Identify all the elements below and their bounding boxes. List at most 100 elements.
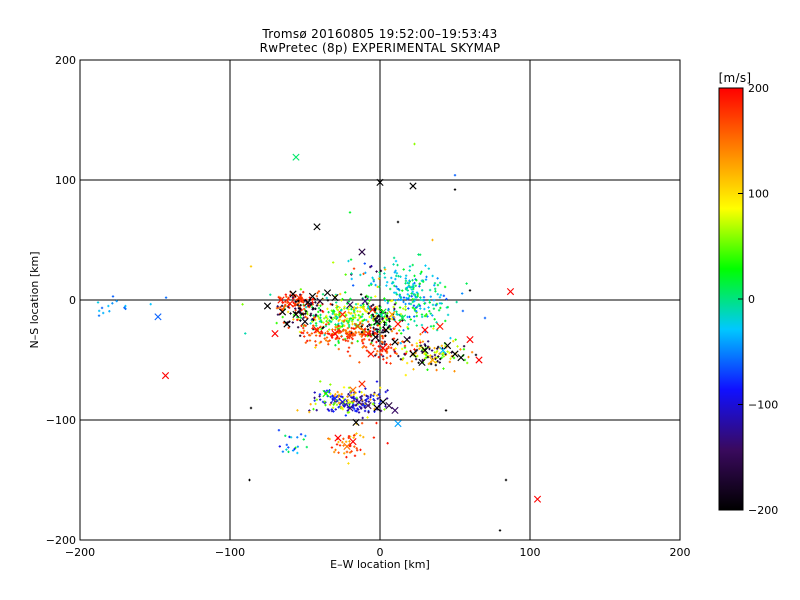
- data-point: [455, 300, 458, 304]
- data-point: [439, 357, 442, 361]
- data-point: [352, 393, 356, 396]
- cross-stroke: [304, 298, 312, 306]
- data-point: [296, 318, 299, 322]
- y-tick-label: −200: [46, 534, 76, 547]
- data-point: [419, 296, 422, 299]
- data-point: [414, 357, 418, 361]
- data-point: [361, 319, 365, 322]
- data-point: [348, 444, 351, 448]
- data-point: [394, 301, 398, 305]
- data-point: [466, 361, 469, 365]
- data-point: [347, 321, 350, 324]
- data-point: [420, 270, 423, 274]
- data-point: [312, 314, 315, 317]
- cross-marker: [428, 356, 437, 364]
- data-point: [367, 306, 370, 309]
- data-point: [316, 291, 319, 295]
- data-point: [385, 284, 388, 287]
- data-point: [279, 305, 282, 309]
- data-point: [309, 301, 312, 305]
- cross-marker: [368, 306, 377, 314]
- data-point: [371, 344, 375, 347]
- data-point: [375, 421, 378, 425]
- data-point: [433, 284, 436, 287]
- cross-marker: [295, 294, 303, 302]
- data-point: [328, 437, 331, 441]
- data-point: [328, 403, 332, 406]
- data-point: [317, 306, 321, 310]
- data-point: [395, 274, 398, 278]
- data-point: [439, 306, 442, 310]
- data-point: [326, 307, 329, 311]
- data-point: [404, 373, 408, 377]
- data-point: [383, 272, 386, 275]
- cross-stroke: [301, 318, 309, 326]
- data-point: [302, 290, 305, 294]
- cross-marker: [373, 404, 381, 412]
- chart-title: Tromsø 20160805 19:52:00–19:53:43: [261, 27, 497, 41]
- data-point: [347, 462, 350, 465]
- data-point: [404, 352, 408, 355]
- data-point: [355, 449, 359, 452]
- data-point: [354, 409, 357, 413]
- cross-stroke: [391, 338, 399, 346]
- data-point: [390, 299, 394, 302]
- data-point: [284, 434, 287, 438]
- data-point: [375, 394, 379, 397]
- cross-stroke: [346, 404, 354, 412]
- data-point: [444, 409, 448, 412]
- data-point: [360, 391, 363, 394]
- data-point: [438, 296, 442, 299]
- data-point: [372, 394, 375, 397]
- data-point: [394, 299, 397, 302]
- data-point: [443, 285, 447, 289]
- data-point: [149, 302, 152, 306]
- data-point: [351, 314, 355, 317]
- data-point: [358, 405, 362, 409]
- x-tick-label: 100: [520, 546, 541, 559]
- data-point: [321, 293, 325, 296]
- data-point: [431, 303, 435, 307]
- data-point: [420, 323, 424, 327]
- cross-marker: [154, 313, 162, 321]
- data-point: [356, 306, 359, 309]
- data-point: [381, 329, 385, 332]
- data-point: [343, 337, 347, 341]
- data-point: [371, 330, 375, 333]
- data-point: [331, 406, 335, 409]
- data-point: [474, 353, 478, 357]
- data-point: [344, 314, 347, 317]
- data-point: [311, 324, 315, 328]
- data-point: [440, 356, 443, 359]
- data-point: [419, 332, 422, 336]
- data-point: [352, 436, 355, 439]
- cross-stroke: [409, 182, 417, 190]
- data-point: [453, 370, 456, 373]
- cross-marker: [313, 223, 321, 231]
- data-point: [408, 279, 411, 282]
- data-point: [350, 272, 353, 275]
- data-point: [363, 393, 366, 397]
- data-point: [432, 324, 435, 328]
- data-point: [349, 400, 352, 404]
- cross-marker: [385, 402, 393, 410]
- data-point: [284, 293, 288, 296]
- data-point: [334, 328, 337, 332]
- data-point: [359, 407, 363, 410]
- cross-stroke: [533, 495, 542, 503]
- data-point: [405, 350, 408, 353]
- cross-marker: [376, 178, 384, 186]
- data-point: [343, 405, 346, 408]
- data-point: [431, 274, 434, 278]
- data-point: [349, 258, 353, 261]
- cross-marker: [353, 322, 362, 330]
- data-point: [325, 389, 329, 392]
- data-point: [365, 394, 368, 398]
- data-point: [378, 324, 381, 328]
- data-point: [423, 307, 426, 311]
- data-point: [361, 313, 364, 316]
- data-point: [323, 333, 326, 337]
- data-point: [412, 304, 416, 307]
- data-point: [450, 351, 453, 354]
- data-point: [397, 274, 400, 278]
